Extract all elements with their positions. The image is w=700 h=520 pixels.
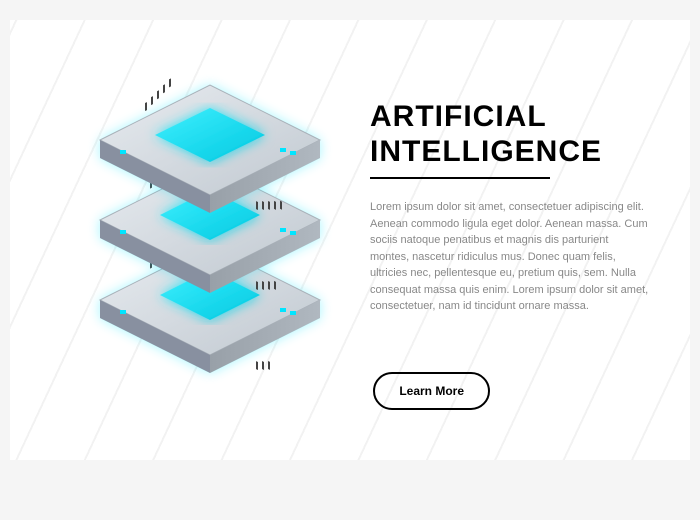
hero-card: ARTIFICIAL INTELLIGENCE Lorem ipsum dolo… — [10, 20, 690, 460]
content-block: ARTIFICIAL INTELLIGENCE Lorem ipsum dolo… — [370, 100, 650, 315]
heading-line2: INTELLIGENCE — [370, 135, 650, 170]
heading-line1: ARTIFICIAL — [370, 100, 650, 135]
heading-underline — [370, 177, 550, 179]
chip-stack-illustration — [40, 70, 360, 410]
description-text: Lorem ipsum dolor sit amet, consectetuer… — [370, 199, 650, 315]
learn-more-button[interactable]: Learn More — [373, 372, 490, 410]
